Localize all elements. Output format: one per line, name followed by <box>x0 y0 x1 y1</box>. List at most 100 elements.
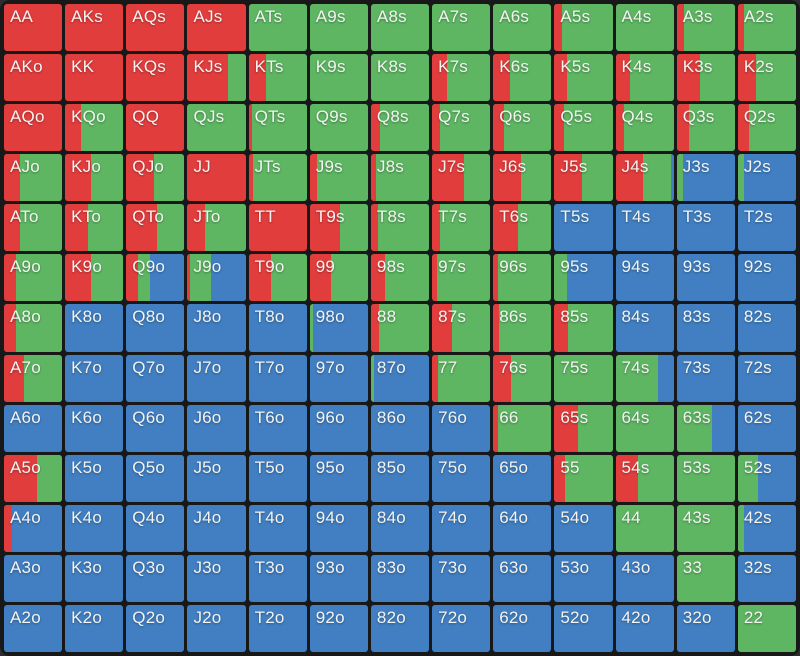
hand-cell-AQo[interactable]: AQo <box>4 104 63 152</box>
hand-cell-K7o[interactable]: K7o <box>65 354 124 402</box>
hand-cell-K9o[interactable]: K9o <box>65 254 124 302</box>
hand-cell-74s[interactable]: 74s <box>615 354 674 402</box>
hand-cell-42s[interactable]: 42s <box>737 504 796 552</box>
hand-cell-73s[interactable]: 73s <box>676 354 735 402</box>
hand-cell-K6o[interactable]: K6o <box>65 404 124 452</box>
hand-cell-K4s[interactable]: K4s <box>615 54 674 102</box>
hand-cell-93o[interactable]: 93o <box>309 554 368 602</box>
hand-cell-86o[interactable]: 86o <box>370 404 430 452</box>
hand-cell-T5o[interactable]: T5o <box>248 454 307 502</box>
hand-cell-95o[interactable]: 95o <box>309 454 368 502</box>
hand-cell-J4s[interactable]: J4s <box>615 154 674 202</box>
hand-cell-54s[interactable]: 54s <box>615 454 674 502</box>
hand-cell-A3s[interactable]: A3s <box>676 4 735 52</box>
hand-cell-88[interactable]: 88 <box>370 304 430 352</box>
hand-cell-63o[interactable]: 63o <box>493 554 552 602</box>
hand-cell-KJo[interactable]: KJo <box>65 154 124 202</box>
hand-cell-T6o[interactable]: T6o <box>248 404 307 452</box>
hand-cell-J9s[interactable]: J9s <box>309 154 368 202</box>
hand-cell-T8s[interactable]: T8s <box>370 204 430 252</box>
hand-cell-63s[interactable]: 63s <box>676 404 735 452</box>
hand-cell-Q9s[interactable]: Q9s <box>309 104 368 152</box>
hand-cell-Q7s[interactable]: Q7s <box>432 104 491 152</box>
hand-cell-Q6s[interactable]: Q6s <box>493 104 552 152</box>
hand-cell-76o[interactable]: 76o <box>432 404 491 452</box>
hand-cell-AJs[interactable]: AJs <box>187 4 246 52</box>
hand-cell-J5o[interactable]: J5o <box>187 454 246 502</box>
hand-cell-85o[interactable]: 85o <box>370 454 430 502</box>
hand-cell-96o[interactable]: 96o <box>309 404 368 452</box>
hand-cell-ATo[interactable]: ATo <box>4 204 63 252</box>
hand-cell-A8s[interactable]: A8s <box>370 4 430 52</box>
hand-cell-J4o[interactable]: J4o <box>187 504 246 552</box>
hand-cell-A4s[interactable]: A4s <box>615 4 674 52</box>
hand-cell-AJo[interactable]: AJo <box>4 154 63 202</box>
hand-cell-AKs[interactable]: AKs <box>65 4 124 52</box>
hand-cell-T8o[interactable]: T8o <box>248 304 307 352</box>
hand-cell-T7s[interactable]: T7s <box>432 204 491 252</box>
hand-cell-82o[interactable]: 82o <box>370 604 430 652</box>
hand-cell-Q5o[interactable]: Q5o <box>126 454 185 502</box>
hand-cell-Q4o[interactable]: Q4o <box>126 504 185 552</box>
hand-cell-K5s[interactable]: K5s <box>554 54 613 102</box>
hand-cell-KK[interactable]: KK <box>65 54 124 102</box>
hand-cell-K4o[interactable]: K4o <box>65 504 124 552</box>
hand-cell-65o[interactable]: 65o <box>493 454 552 502</box>
hand-cell-86s[interactable]: 86s <box>493 304 552 352</box>
hand-cell-KTo[interactable]: KTo <box>65 204 124 252</box>
hand-cell-A3o[interactable]: A3o <box>4 554 63 602</box>
hand-cell-83s[interactable]: 83s <box>676 304 735 352</box>
hand-cell-75s[interactable]: 75s <box>554 354 613 402</box>
hand-cell-J6s[interactable]: J6s <box>493 154 552 202</box>
hand-cell-99[interactable]: 99 <box>309 254 368 302</box>
hand-cell-QTo[interactable]: QTo <box>126 204 185 252</box>
hand-cell-J3o[interactable]: J3o <box>187 554 246 602</box>
hand-cell-Q8s[interactable]: Q8s <box>370 104 430 152</box>
hand-cell-Q2o[interactable]: Q2o <box>126 604 185 652</box>
hand-cell-K3s[interactable]: K3s <box>676 54 735 102</box>
hand-cell-T3o[interactable]: T3o <box>248 554 307 602</box>
hand-cell-J9o[interactable]: J9o <box>187 254 246 302</box>
hand-cell-J6o[interactable]: J6o <box>187 404 246 452</box>
hand-cell-A2s[interactable]: A2s <box>737 4 796 52</box>
hand-cell-Q9o[interactable]: Q9o <box>126 254 185 302</box>
hand-cell-85s[interactable]: 85s <box>554 304 613 352</box>
hand-cell-T9s[interactable]: T9s <box>309 204 368 252</box>
hand-cell-92o[interactable]: 92o <box>309 604 368 652</box>
hand-cell-Q2s[interactable]: Q2s <box>737 104 796 152</box>
hand-cell-43o[interactable]: 43o <box>615 554 674 602</box>
hand-cell-T5s[interactable]: T5s <box>554 204 613 252</box>
hand-cell-ATs[interactable]: ATs <box>248 4 307 52</box>
hand-cell-62o[interactable]: 62o <box>493 604 552 652</box>
hand-cell-A7s[interactable]: A7s <box>432 4 491 52</box>
hand-cell-T4o[interactable]: T4o <box>248 504 307 552</box>
hand-cell-AKo[interactable]: AKo <box>4 54 63 102</box>
hand-cell-T9o[interactable]: T9o <box>248 254 307 302</box>
hand-cell-72o[interactable]: 72o <box>432 604 491 652</box>
hand-cell-65s[interactable]: 65s <box>554 404 613 452</box>
hand-cell-QJo[interactable]: QJo <box>126 154 185 202</box>
hand-cell-83o[interactable]: 83o <box>370 554 430 602</box>
hand-cell-J8o[interactable]: J8o <box>187 304 246 352</box>
hand-cell-97o[interactable]: 97o <box>309 354 368 402</box>
hand-cell-K3o[interactable]: K3o <box>65 554 124 602</box>
hand-cell-T6s[interactable]: T6s <box>493 204 552 252</box>
hand-cell-JTs[interactable]: JTs <box>248 154 307 202</box>
hand-cell-73o[interactable]: 73o <box>432 554 491 602</box>
hand-cell-92s[interactable]: 92s <box>737 254 796 302</box>
hand-cell-A5s[interactable]: A5s <box>554 4 613 52</box>
hand-cell-55[interactable]: 55 <box>554 454 613 502</box>
hand-cell-JTo[interactable]: JTo <box>187 204 246 252</box>
hand-cell-96s[interactable]: 96s <box>493 254 552 302</box>
hand-cell-64o[interactable]: 64o <box>493 504 552 552</box>
hand-cell-J3s[interactable]: J3s <box>676 154 735 202</box>
hand-cell-A8o[interactable]: A8o <box>4 304 63 352</box>
hand-cell-J2o[interactable]: J2o <box>187 604 246 652</box>
hand-cell-32o[interactable]: 32o <box>676 604 735 652</box>
hand-cell-T2o[interactable]: T2o <box>248 604 307 652</box>
hand-cell-64s[interactable]: 64s <box>615 404 674 452</box>
hand-cell-84s[interactable]: 84s <box>615 304 674 352</box>
hand-cell-53o[interactable]: 53o <box>554 554 613 602</box>
hand-cell-J5s[interactable]: J5s <box>554 154 613 202</box>
hand-cell-J7o[interactable]: J7o <box>187 354 246 402</box>
